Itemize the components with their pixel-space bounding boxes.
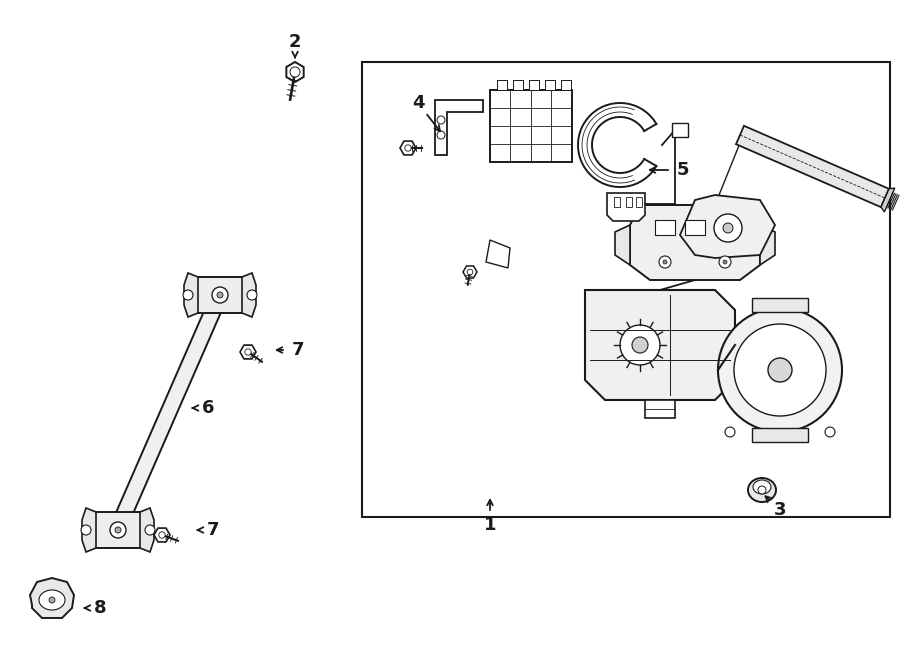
Circle shape — [81, 525, 91, 535]
Bar — [752, 298, 808, 312]
Circle shape — [723, 260, 727, 264]
Circle shape — [437, 131, 445, 139]
Ellipse shape — [753, 480, 771, 494]
Circle shape — [245, 349, 251, 355]
Text: 1: 1 — [484, 516, 496, 534]
Circle shape — [49, 597, 55, 603]
Bar — [645, 400, 675, 418]
Polygon shape — [30, 578, 74, 618]
Polygon shape — [881, 188, 895, 212]
Polygon shape — [240, 345, 256, 359]
Circle shape — [110, 522, 126, 538]
Polygon shape — [435, 100, 483, 155]
Polygon shape — [192, 277, 248, 313]
Circle shape — [217, 292, 223, 298]
Polygon shape — [111, 287, 230, 531]
Bar — [545, 80, 555, 90]
Ellipse shape — [39, 590, 65, 610]
Circle shape — [723, 223, 733, 233]
Circle shape — [719, 256, 731, 268]
Polygon shape — [607, 193, 645, 221]
Circle shape — [718, 308, 842, 432]
Text: 4: 4 — [412, 94, 424, 112]
Polygon shape — [242, 273, 256, 317]
Circle shape — [467, 269, 472, 275]
Text: 2: 2 — [289, 33, 302, 51]
Circle shape — [620, 325, 660, 365]
Circle shape — [632, 337, 648, 353]
Polygon shape — [736, 126, 889, 207]
Text: 3: 3 — [774, 501, 787, 519]
Bar — [685, 220, 705, 235]
Polygon shape — [585, 290, 735, 400]
Bar — [626, 197, 632, 207]
Bar — [655, 220, 675, 235]
Circle shape — [247, 290, 257, 300]
Circle shape — [158, 532, 166, 538]
Polygon shape — [82, 508, 96, 552]
Polygon shape — [154, 528, 170, 542]
Ellipse shape — [748, 478, 776, 502]
Bar — [561, 80, 571, 90]
Circle shape — [145, 525, 155, 535]
Circle shape — [212, 287, 228, 303]
Text: 5: 5 — [677, 161, 689, 179]
Circle shape — [768, 358, 792, 382]
Polygon shape — [672, 123, 688, 137]
Circle shape — [115, 527, 121, 533]
Bar — [513, 80, 523, 90]
Polygon shape — [630, 205, 760, 280]
Circle shape — [758, 486, 766, 494]
Circle shape — [714, 214, 742, 242]
Circle shape — [825, 427, 835, 437]
Polygon shape — [140, 508, 154, 552]
Bar — [752, 428, 808, 442]
Text: 6: 6 — [202, 399, 214, 417]
Text: 7: 7 — [292, 341, 304, 359]
Polygon shape — [463, 266, 477, 278]
Bar — [490, 90, 572, 162]
Polygon shape — [680, 195, 775, 258]
Circle shape — [734, 324, 826, 416]
Bar — [614, 197, 620, 207]
Polygon shape — [760, 225, 775, 265]
Polygon shape — [286, 62, 303, 82]
Circle shape — [183, 290, 193, 300]
Bar — [715, 220, 735, 235]
Bar — [497, 80, 507, 90]
Polygon shape — [615, 225, 630, 265]
Polygon shape — [486, 240, 510, 268]
Bar — [529, 80, 539, 90]
Circle shape — [725, 427, 735, 437]
Circle shape — [663, 260, 667, 264]
Bar — [362, 62, 890, 517]
Circle shape — [405, 145, 411, 151]
Polygon shape — [184, 273, 198, 317]
Text: 8: 8 — [94, 599, 106, 617]
Polygon shape — [400, 141, 416, 155]
Polygon shape — [90, 512, 146, 548]
Circle shape — [659, 256, 671, 268]
Bar — [636, 197, 642, 207]
Circle shape — [290, 67, 300, 77]
Circle shape — [437, 116, 445, 124]
Text: 7: 7 — [207, 521, 220, 539]
